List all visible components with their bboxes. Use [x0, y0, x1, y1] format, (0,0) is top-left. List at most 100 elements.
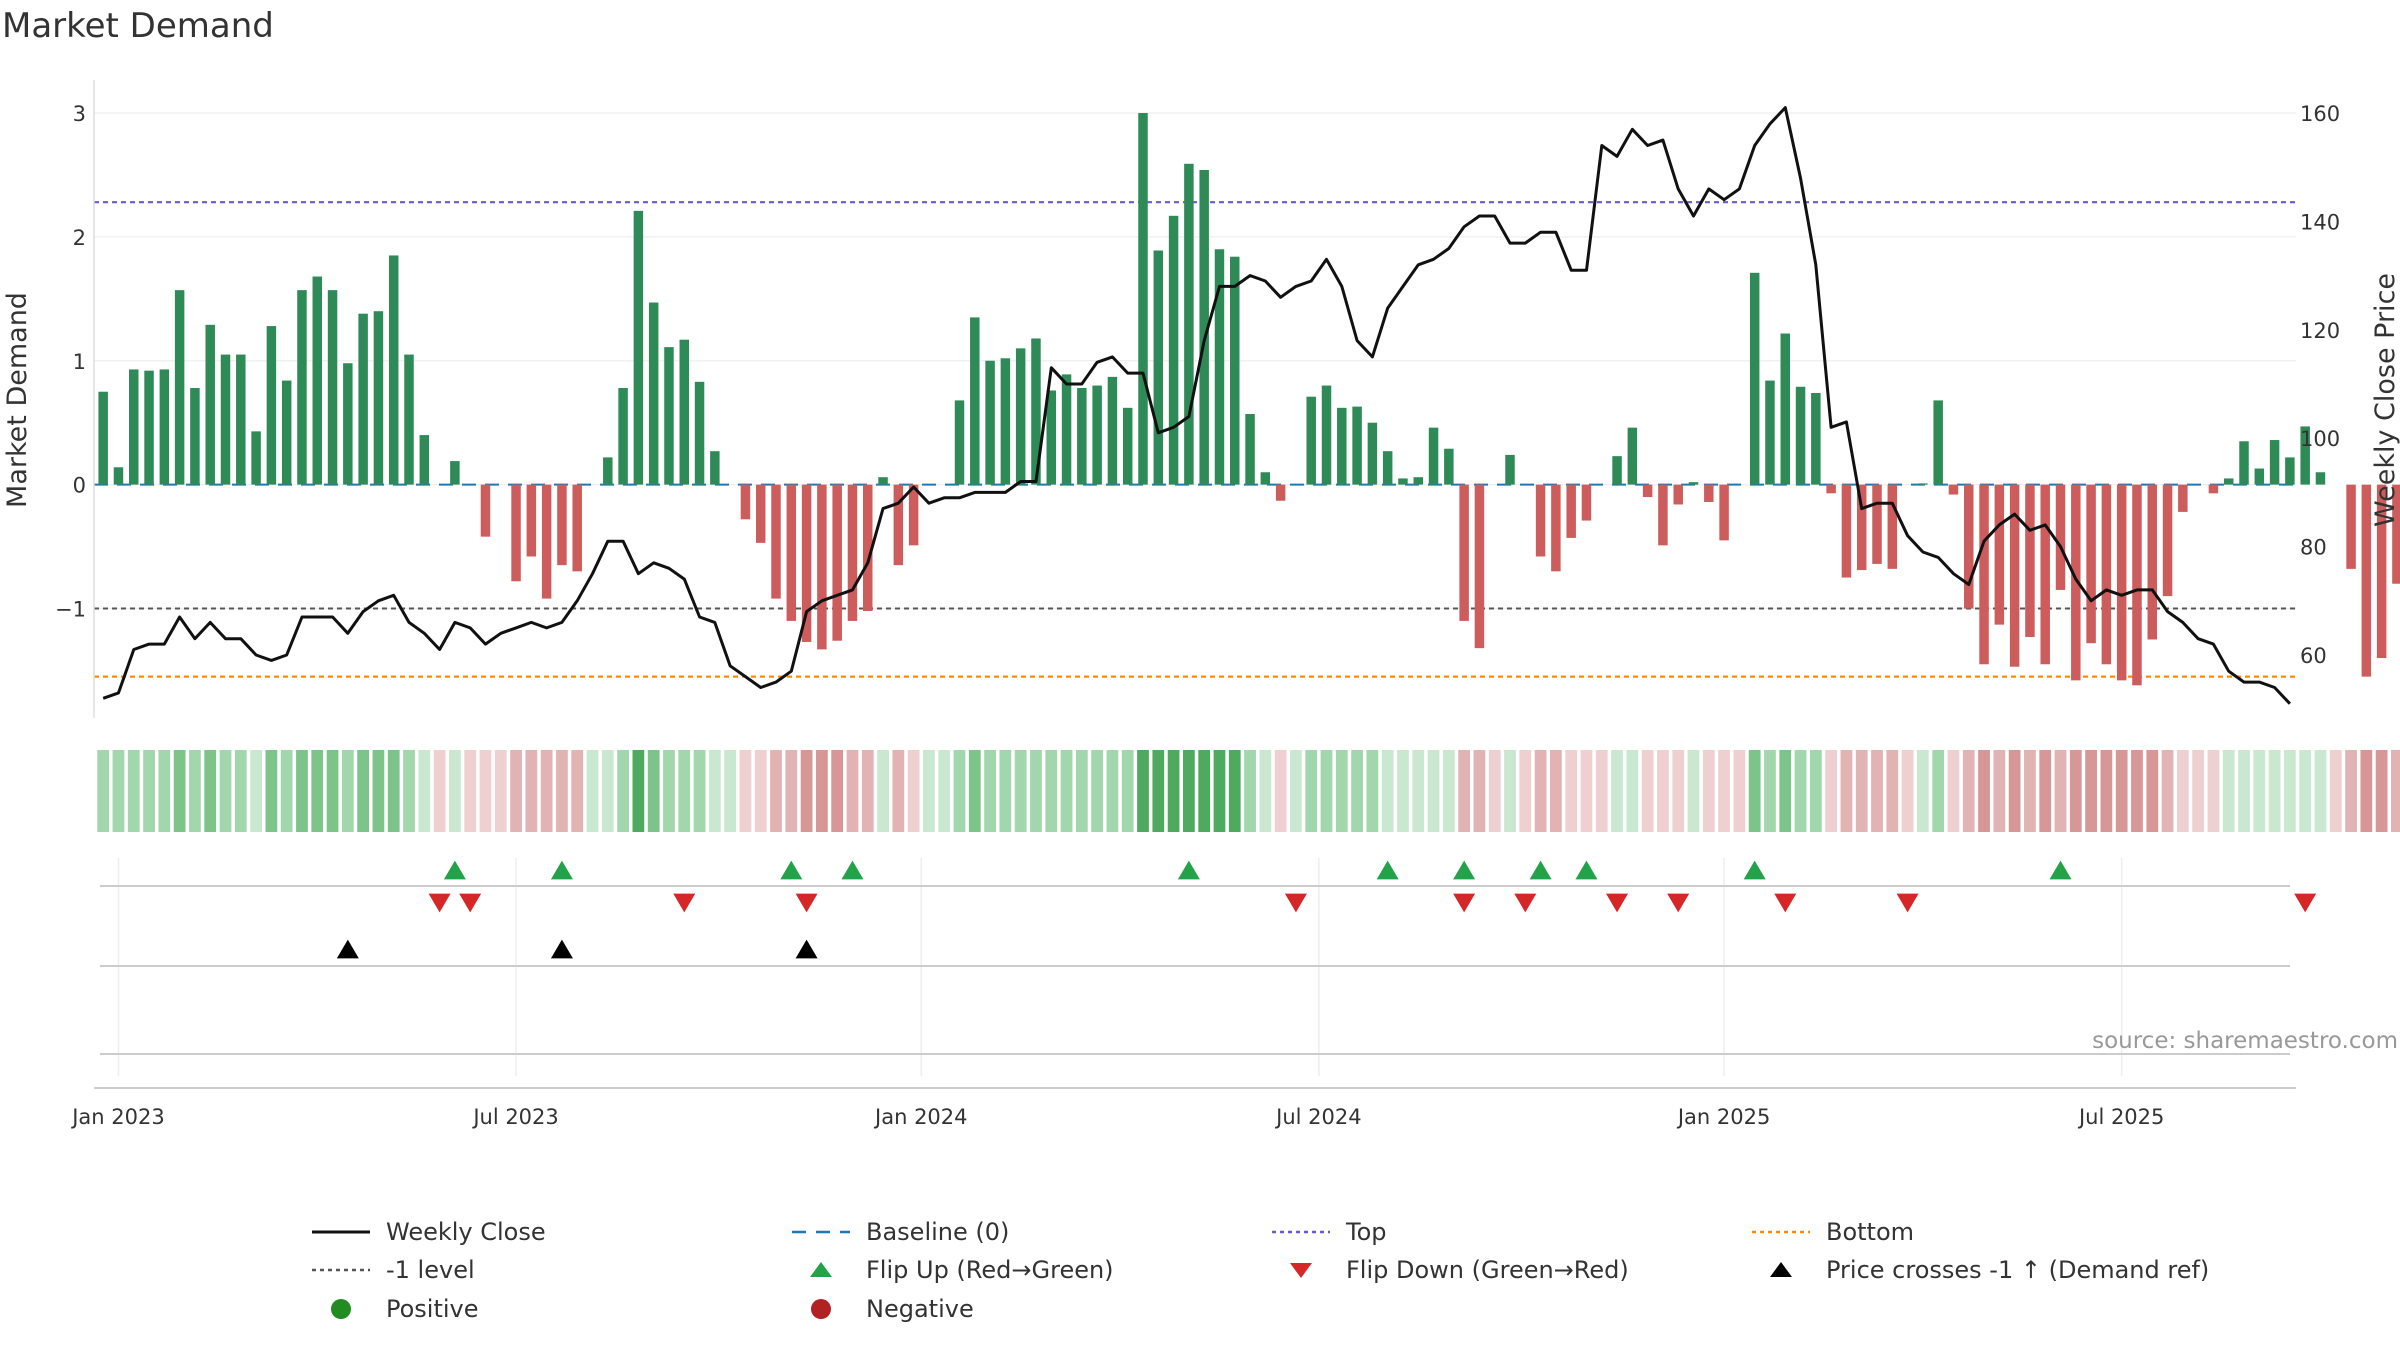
- heat-cell: [158, 750, 171, 832]
- flip-down-marker: [1453, 893, 1476, 913]
- heat-cell: [510, 750, 522, 832]
- legend-label: Bottom: [1826, 1218, 1915, 1246]
- demand-bar: [633, 210, 644, 485]
- heat-cell: [1702, 750, 1715, 832]
- legend-item-flip-up: Flip Up (Red→Green): [790, 1251, 1114, 1289]
- heat-cell: [2375, 750, 2388, 832]
- legend-label: Price crosses -1 ↑ (Demand ref): [1826, 1256, 2210, 1284]
- demand-bar: [694, 381, 705, 485]
- demand-bar: [1872, 484, 1882, 564]
- legend-item-minus-one: -1 level: [310, 1251, 475, 1289]
- heat-cell: [1871, 750, 1883, 832]
- heat-cell: [1427, 750, 1440, 832]
- heat-cell: [1733, 750, 1746, 832]
- demand-bar: [1015, 348, 1026, 485]
- demand-bar: [1367, 422, 1378, 485]
- heat-cell: [311, 750, 324, 832]
- heat-cell: [2024, 750, 2036, 832]
- heat-cell: [341, 750, 354, 832]
- heat-cell: [1901, 750, 1914, 832]
- demand-bar: [648, 302, 659, 485]
- circle-icon: [331, 1299, 351, 1319]
- heat-cell: [2176, 750, 2189, 832]
- heat-cell: [861, 750, 874, 832]
- legend-item-baseline: Baseline (0): [790, 1213, 1009, 1251]
- demand-bar: [603, 457, 613, 485]
- heat-cell: [647, 750, 660, 832]
- heat-cell: [403, 750, 415, 832]
- demand-bar: [1153, 250, 1164, 485]
- heat-cell: [234, 750, 247, 832]
- demand-bar: [1230, 256, 1240, 485]
- heat-cell: [877, 750, 889, 832]
- heat-cell: [479, 750, 492, 832]
- flip-down-marker: [1606, 893, 1629, 913]
- heat-cell: [1259, 750, 1272, 832]
- demand-bar: [419, 435, 430, 485]
- demand-bar: [1382, 451, 1393, 485]
- demand-bar: [404, 354, 414, 485]
- heat-cell: [816, 750, 828, 832]
- heat-cell: [2299, 750, 2312, 832]
- flip-down-marker: [795, 893, 818, 913]
- demand-bar: [450, 461, 460, 485]
- heat-cell: [2161, 750, 2174, 832]
- demand-bar: [1780, 333, 1790, 485]
- demand-bar: [1398, 478, 1408, 485]
- demand-bar: [1979, 484, 1989, 665]
- demand-bar: [1688, 482, 1699, 485]
- demand-bar: [236, 354, 246, 485]
- heat-cell: [1351, 750, 1363, 832]
- demand-bars: [98, 113, 2400, 686]
- flip-down-marker: [2294, 893, 2317, 913]
- demand-bar: [388, 255, 399, 485]
- flip-up-marker: [1453, 860, 1476, 880]
- demand-bar: [1352, 406, 1362, 485]
- heat-cell: [2268, 750, 2281, 832]
- demand-bar: [2086, 484, 2096, 644]
- x-tick-label: Jul 2025: [2077, 1105, 2164, 1129]
- demand-bar: [343, 363, 353, 485]
- heat-cell: [1137, 750, 1149, 832]
- y-tick-label: 2: [73, 226, 86, 250]
- heat-cell: [1534, 750, 1547, 832]
- heat-cell: [953, 750, 966, 832]
- demand-bar: [1474, 484, 1485, 649]
- demand-bar: [1107, 376, 1118, 485]
- flip-down-marker: [1514, 893, 1537, 913]
- heat-cell: [2314, 750, 2327, 832]
- heat-cell: [418, 750, 431, 832]
- heat-cell: [2222, 750, 2235, 832]
- heat-cell: [1764, 750, 1776, 832]
- demand-bar: [312, 276, 322, 485]
- heat-cell: [1213, 750, 1226, 832]
- demand-bar: [1581, 484, 1592, 521]
- heat-cell: [2069, 750, 2082, 832]
- demand-bar: [1811, 392, 1821, 485]
- heat-cell: [2284, 750, 2296, 832]
- demand-bar: [954, 400, 965, 485]
- flip-down-marker: [1896, 893, 1919, 913]
- demand-bar: [817, 484, 827, 650]
- heat-cell: [1595, 750, 1608, 832]
- heat-cell: [754, 750, 767, 832]
- demand-bar: [281, 380, 292, 485]
- heat-cell: [1917, 750, 1929, 832]
- flip-down-marker: [673, 893, 696, 913]
- legend-label: Weekly Close: [386, 1218, 546, 1246]
- legend-label: Flip Down (Green→Red): [1346, 1256, 1629, 1284]
- heat-cell: [1488, 750, 1501, 832]
- legend-item-weekly-close: Weekly Close: [310, 1213, 546, 1251]
- demand-bar: [1719, 484, 1729, 541]
- heat-cell: [2391, 750, 2400, 832]
- heat-cell: [1932, 750, 1945, 832]
- flip-down-marker: [1284, 893, 1307, 913]
- demand-bar: [2178, 484, 2188, 512]
- demand-bar: [190, 388, 200, 485]
- demand-bar: [1964, 484, 1974, 609]
- heat-cell: [1626, 750, 1639, 832]
- heat-cell: [265, 750, 278, 832]
- heat-cell: [1381, 750, 1394, 832]
- demand-bar: [480, 484, 491, 537]
- dotted-line-icon: [1752, 1230, 1810, 1234]
